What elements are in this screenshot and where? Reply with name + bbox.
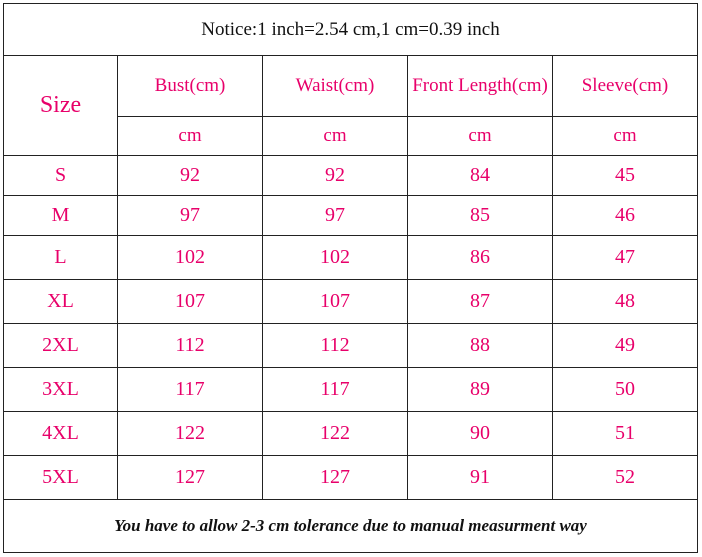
notice-row: Notice:1 inch=2.54 cm,1 cm=0.39 inch bbox=[3, 3, 698, 56]
sleeve-column-header: Sleeve(cm) bbox=[552, 55, 698, 117]
sleeve-unit: cm bbox=[552, 116, 698, 156]
table-row: 2XL 112 112 88 49 bbox=[3, 323, 698, 368]
footer-row: You have to allow 2-3 cm tolerance due t… bbox=[3, 499, 698, 553]
size-cell: 5XL bbox=[3, 455, 118, 500]
sleeve-cell: 52 bbox=[552, 455, 698, 500]
bust-cell: 117 bbox=[117, 367, 263, 412]
front-length-cell: 90 bbox=[407, 411, 553, 456]
unit-row: cm cm cm cm bbox=[4, 116, 698, 156]
front-length-cell: 85 bbox=[407, 195, 553, 236]
bust-cell: 102 bbox=[117, 235, 263, 280]
table-row: L 102 102 86 47 bbox=[3, 235, 698, 280]
bust-cell: 107 bbox=[117, 279, 263, 324]
bust-column-header: Bust(cm) bbox=[117, 55, 263, 117]
waist-unit: cm bbox=[262, 116, 408, 156]
front-length-cell: 84 bbox=[407, 155, 553, 196]
front-length-cell: 87 bbox=[407, 279, 553, 324]
sleeve-cell: 47 bbox=[552, 235, 698, 280]
table-row: 4XL 122 122 90 51 bbox=[3, 411, 698, 456]
table-row: 5XL 127 127 91 52 bbox=[3, 455, 698, 500]
sleeve-cell: 45 bbox=[552, 155, 698, 196]
table-row: XL 107 107 87 48 bbox=[3, 279, 698, 324]
bust-cell: 97 bbox=[117, 195, 263, 236]
waist-cell: 112 bbox=[262, 323, 408, 368]
waist-cell: 97 bbox=[262, 195, 408, 236]
sleeve-cell: 48 bbox=[552, 279, 698, 324]
front-length-cell: 89 bbox=[407, 367, 553, 412]
bust-cell: 92 bbox=[117, 155, 263, 196]
bust-unit: cm bbox=[117, 116, 263, 156]
front-length-column-header: Front Length(cm) bbox=[407, 55, 553, 117]
front-length-cell: 88 bbox=[407, 323, 553, 368]
size-cell: 2XL bbox=[3, 323, 118, 368]
front-length-unit: cm bbox=[407, 116, 553, 156]
notice-text: Notice:1 inch=2.54 cm,1 cm=0.39 inch bbox=[3, 3, 698, 56]
size-cell: 3XL bbox=[3, 367, 118, 412]
sleeve-cell: 50 bbox=[552, 367, 698, 412]
size-cell: L bbox=[3, 235, 118, 280]
table-row: M 97 97 85 46 bbox=[3, 195, 698, 236]
waist-cell: 92 bbox=[262, 155, 408, 196]
header-row: Size Bust(cm) Waist(cm) Front Length(cm)… bbox=[3, 55, 698, 156]
bust-cell: 127 bbox=[117, 455, 263, 500]
sleeve-cell: 49 bbox=[552, 323, 698, 368]
sleeve-cell: 46 bbox=[552, 195, 698, 236]
waist-column-header: Waist(cm) bbox=[262, 55, 408, 117]
front-length-cell: 91 bbox=[407, 455, 553, 500]
size-cell: S bbox=[3, 155, 118, 196]
size-cell: M bbox=[3, 195, 118, 236]
bust-cell: 122 bbox=[117, 411, 263, 456]
waist-cell: 127 bbox=[262, 455, 408, 500]
front-length-cell: 86 bbox=[407, 235, 553, 280]
size-cell: 4XL bbox=[3, 411, 118, 456]
size-chart: Notice:1 inch=2.54 cm,1 cm=0.39 inch Siz… bbox=[3, 3, 698, 553]
size-column-header: Size bbox=[3, 55, 118, 156]
size-table: Notice:1 inch=2.54 cm,1 cm=0.39 inch Siz… bbox=[3, 3, 698, 553]
waist-cell: 122 bbox=[262, 411, 408, 456]
waist-cell: 107 bbox=[262, 279, 408, 324]
waist-cell: 102 bbox=[262, 235, 408, 280]
size-cell: XL bbox=[3, 279, 118, 324]
bust-cell: 112 bbox=[117, 323, 263, 368]
table-row: S 92 92 84 45 bbox=[3, 155, 698, 196]
tolerance-note: You have to allow 2-3 cm tolerance due t… bbox=[3, 499, 698, 553]
table-row: 3XL 117 117 89 50 bbox=[3, 367, 698, 412]
waist-cell: 117 bbox=[262, 367, 408, 412]
sleeve-cell: 51 bbox=[552, 411, 698, 456]
